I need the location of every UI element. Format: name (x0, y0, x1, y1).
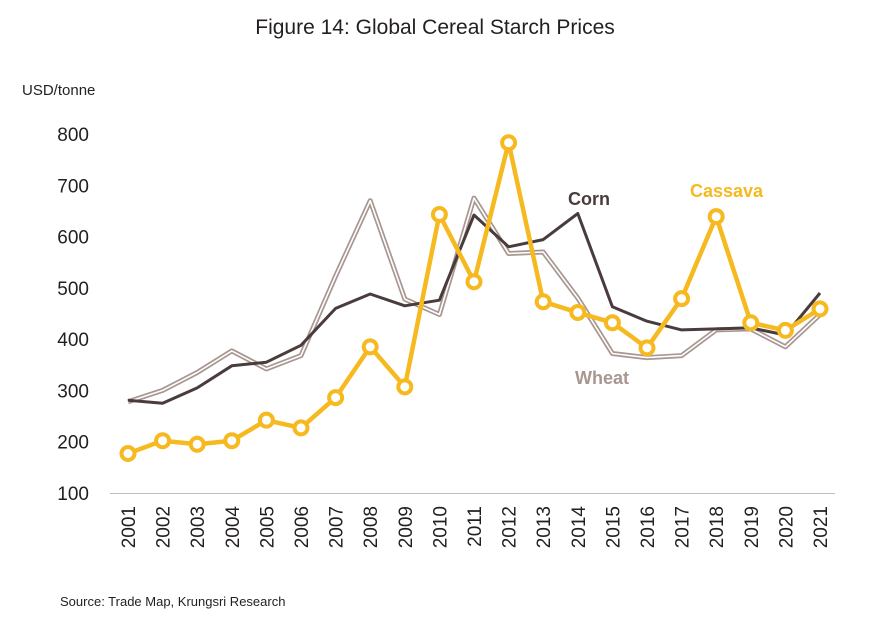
y-tick-label: 700 (57, 176, 89, 197)
y-tick-label: 200 (57, 433, 89, 454)
cassava-point (465, 273, 483, 291)
series-label-corn: Corn (568, 189, 610, 209)
cassava-point (119, 445, 137, 463)
cassava-point (534, 293, 552, 311)
cassava-point (638, 339, 656, 357)
cassava-point (742, 314, 760, 332)
source-note: Source: Trade Map, Krungsri Research (60, 594, 286, 609)
cassava-point (569, 303, 587, 321)
series-label-wheat: Wheat (575, 368, 629, 388)
x-tick-label: 2014 (569, 506, 590, 549)
x-tick-label: 2015 (603, 506, 624, 548)
y-tick-label: 800 (57, 125, 89, 146)
x-tick-label: 2012 (500, 506, 521, 548)
cassava-point (361, 338, 379, 356)
y-tick-label: 300 (57, 381, 89, 402)
x-tick-label: 2006 (292, 506, 313, 548)
y-tick-label: 100 (57, 484, 89, 505)
cassava-point (500, 134, 518, 152)
x-tick-label: 2003 (188, 506, 209, 548)
x-tick-label: 2001 (119, 506, 140, 548)
series-line-corn (127, 212, 822, 405)
x-tick-label: 2010 (430, 506, 451, 548)
cassava-point (776, 321, 794, 339)
chart-title: Figure 14: Global Cereal Starch Prices (255, 16, 615, 39)
series-line-wheat (127, 195, 822, 405)
x-tick-label: 2021 (811, 506, 832, 548)
cassava-point (223, 432, 241, 450)
x-tick-label: 2004 (223, 506, 244, 549)
x-tick-label: 2002 (154, 506, 175, 548)
x-tick-label: 2005 (257, 506, 278, 548)
x-tick-label: 2020 (776, 506, 797, 548)
x-tick-label: 2007 (327, 506, 348, 548)
cassava-point (154, 432, 172, 450)
x-tick-label: 2016 (638, 506, 659, 548)
cassava-point (292, 419, 310, 437)
cassava-point (603, 314, 621, 332)
x-tick-label: 2013 (534, 506, 555, 548)
cassava-point (257, 411, 275, 429)
cassava-point (811, 300, 829, 318)
cassava-point (188, 435, 206, 453)
cassava-point (707, 208, 725, 226)
cassava-point (396, 378, 414, 396)
x-tick-label: 2017 (673, 506, 694, 548)
x-tick-label: 2018 (707, 506, 728, 548)
series-line-wheat-inner (127, 197, 821, 403)
cassava-point (673, 290, 691, 308)
series-label-cassava: Cassava (690, 181, 764, 201)
cassava-point (430, 206, 448, 224)
y-tick-label: 600 (57, 228, 89, 249)
y-tick-label: 400 (57, 330, 89, 351)
y-tick-label: 500 (57, 279, 89, 300)
cassava-point (327, 389, 345, 407)
y-axis-label: USD/tonne (22, 82, 95, 99)
x-tick-label: 2011 (465, 506, 486, 547)
x-tick-label: 2019 (742, 506, 763, 548)
x-tick-label: 2009 (396, 506, 417, 548)
x-tick-label: 2008 (361, 506, 382, 548)
